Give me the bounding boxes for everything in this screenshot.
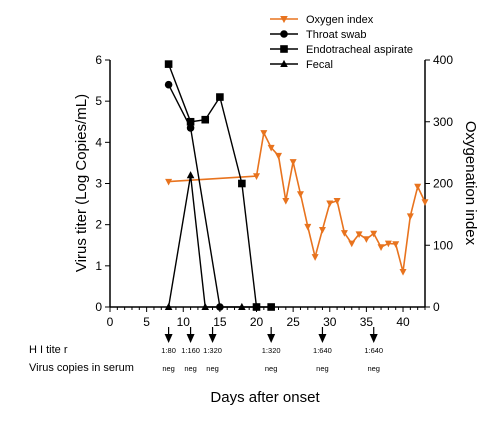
legend-label: Endotracheal aspirate <box>306 44 413 56</box>
legend-swatch-marker <box>280 45 288 53</box>
data-point <box>348 240 356 248</box>
x-axis-title: Days after onset <box>210 389 320 406</box>
data-point <box>201 302 210 311</box>
data-point <box>370 230 378 238</box>
annotation-arrow-head <box>369 334 378 343</box>
legend-swatch-marker <box>280 59 288 68</box>
hi-titer-value: 1:320 <box>262 346 281 355</box>
x-tick-label: 20 <box>250 315 264 329</box>
series-group <box>164 60 275 311</box>
data-point <box>296 191 304 198</box>
y-right-tick-label: 0 <box>433 300 440 314</box>
data-point <box>267 303 275 311</box>
series-line <box>168 130 426 273</box>
data-point <box>377 244 385 251</box>
data-point <box>384 240 392 248</box>
series-group <box>165 130 429 276</box>
y-left-tick-label: 6 <box>95 53 102 67</box>
series-layer <box>164 60 429 311</box>
data-point <box>164 80 173 89</box>
data-point <box>216 93 224 101</box>
x-tick-label: 0 <box>107 315 114 329</box>
y-axis-right-title: Oxygenation index <box>462 121 479 246</box>
y-left-tick-label: 1 <box>95 259 102 273</box>
annotation-arrow-head <box>267 334 276 343</box>
hi-titer-value: 1:640 <box>364 346 383 355</box>
annotation-arrow-head <box>208 334 217 343</box>
data-point <box>304 223 312 231</box>
x-tick-label: 25 <box>286 315 300 329</box>
data-point <box>333 197 341 205</box>
hi-titer-value: 1:80 <box>161 346 176 355</box>
data-point <box>186 117 195 126</box>
data-point <box>164 302 173 311</box>
y-left-tick-label: 4 <box>95 135 102 149</box>
x-tick-label: 30 <box>323 315 337 329</box>
annotation-arrow-head <box>186 334 195 343</box>
data-point <box>414 183 422 191</box>
series-group <box>164 171 261 311</box>
data-point <box>392 241 400 248</box>
hi-titer-value: 1:320 <box>203 346 222 355</box>
data-point <box>421 199 429 206</box>
x-tick-label: 15 <box>213 315 227 329</box>
serum-row-label: Virus copies in serum <box>29 362 134 374</box>
data-point <box>326 200 334 208</box>
y-axis-left-title: Virus titer (Log Copies/mL) <box>73 94 90 272</box>
data-point <box>399 269 407 276</box>
hi-titer-row-label: H I tite r <box>29 344 68 356</box>
legend-label: Oxygen index <box>306 14 374 26</box>
serum-value: neg <box>206 364 219 373</box>
serum-value: neg <box>316 364 329 373</box>
serum-value: neg <box>162 364 175 373</box>
y-left-tick-label: 2 <box>95 218 102 232</box>
y-left-tick-label: 3 <box>95 177 102 191</box>
x-tick-label: 10 <box>177 315 191 329</box>
y-right-tick-label: 200 <box>433 177 453 191</box>
legend: Oxygen index Throat swab Endotracheal aspi… <box>270 14 413 71</box>
hi-titer-value: 1:160 <box>181 346 200 355</box>
data-point <box>238 179 246 188</box>
data-point <box>238 302 246 311</box>
annotation-arrow-head <box>164 334 173 343</box>
data-point <box>406 213 414 221</box>
data-point <box>253 173 261 180</box>
serum-value: neg <box>184 364 197 373</box>
data-point <box>282 197 290 205</box>
legend-swatch-marker <box>280 15 288 24</box>
y-right-tick-label: 300 <box>433 115 453 129</box>
data-point <box>164 60 173 68</box>
data-point <box>260 130 268 137</box>
x-tick-label: 35 <box>360 315 374 329</box>
annotations: H I tite r Virus copies in serum 1:80 neg 1:… <box>29 327 383 374</box>
data-point <box>186 171 195 179</box>
data-point <box>355 231 363 238</box>
data-point <box>186 124 195 132</box>
legend-swatch-marker <box>280 30 288 38</box>
data-point <box>311 254 319 261</box>
data-point <box>340 230 348 237</box>
data-point <box>252 302 261 311</box>
y-right-tick-label: 100 <box>433 238 453 252</box>
serum-value: neg <box>265 364 278 373</box>
legend-label: Throat swab <box>306 29 367 41</box>
x-tick-label: 40 <box>396 315 410 329</box>
data-point <box>289 159 297 166</box>
data-point <box>165 178 173 186</box>
data-point <box>318 227 326 234</box>
data-point <box>274 152 282 160</box>
serum-value: neg <box>367 364 380 373</box>
x-tick-label: 5 <box>143 315 150 329</box>
data-point <box>201 115 210 124</box>
y-right-tick-label: 400 <box>433 53 453 67</box>
hi-titer-value: 1:640 <box>313 346 332 355</box>
y-left-tick-label: 0 <box>95 300 102 314</box>
annotation-arrow-head <box>318 334 327 343</box>
y-left-tick-label: 5 <box>95 94 102 108</box>
data-point <box>267 144 275 152</box>
data-point <box>362 236 370 243</box>
legend-label: Fecal <box>306 59 333 71</box>
